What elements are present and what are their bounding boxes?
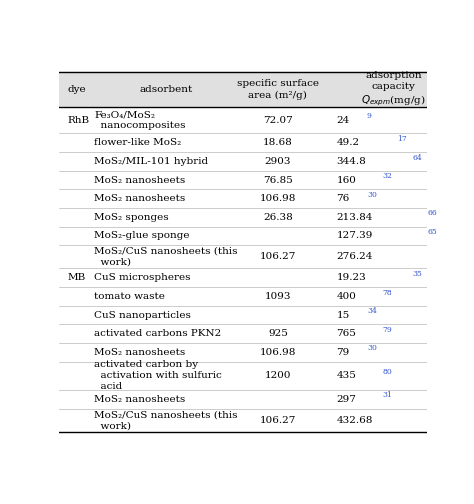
Text: dye: dye xyxy=(67,85,86,94)
Text: 432.68: 432.68 xyxy=(337,416,373,425)
Text: tomato waste: tomato waste xyxy=(94,292,165,301)
Text: MoS₂/CuS nanosheets (this
  work): MoS₂/CuS nanosheets (this work) xyxy=(94,410,237,430)
Text: 276.24: 276.24 xyxy=(337,253,373,262)
Bar xyxy=(59,269,427,287)
Text: RhB: RhB xyxy=(67,116,90,125)
Text: 72.07: 72.07 xyxy=(263,116,293,125)
Text: MoS₂ sponges: MoS₂ sponges xyxy=(94,213,169,222)
Bar xyxy=(59,325,427,343)
Text: 30: 30 xyxy=(367,344,377,352)
Bar xyxy=(59,306,427,325)
Bar xyxy=(59,208,427,227)
Bar xyxy=(59,152,427,171)
Bar xyxy=(59,107,427,134)
Text: 18.68: 18.68 xyxy=(263,138,293,147)
Text: 19.23: 19.23 xyxy=(337,273,366,282)
Text: 78: 78 xyxy=(382,289,392,296)
Text: 106.98: 106.98 xyxy=(260,194,296,203)
Text: MoS₂/CuS nanosheets (this
  work): MoS₂/CuS nanosheets (this work) xyxy=(94,247,237,267)
Bar xyxy=(59,72,427,107)
Text: 79: 79 xyxy=(337,348,350,357)
Text: adsorbent: adsorbent xyxy=(139,85,192,94)
Text: 1093: 1093 xyxy=(264,292,291,301)
Text: CuS nanoparticles: CuS nanoparticles xyxy=(94,310,191,320)
Text: activated carbons PKN2: activated carbons PKN2 xyxy=(94,329,221,338)
Text: 344.8: 344.8 xyxy=(337,157,366,166)
Text: Fe₃O₄/MoS₂
  nanocomposites: Fe₃O₄/MoS₂ nanocomposites xyxy=(94,110,186,131)
Bar xyxy=(59,171,427,190)
Text: 76: 76 xyxy=(337,194,350,203)
Bar xyxy=(59,134,427,152)
Text: CuS microspheres: CuS microspheres xyxy=(94,273,191,282)
Text: 49.2: 49.2 xyxy=(337,138,360,147)
Text: 106.27: 106.27 xyxy=(260,253,296,262)
Bar xyxy=(59,245,427,269)
Text: 26.38: 26.38 xyxy=(263,213,293,222)
Text: 76.85: 76.85 xyxy=(263,175,293,184)
Text: 35: 35 xyxy=(412,270,422,278)
Text: 297: 297 xyxy=(337,395,356,404)
Text: 79: 79 xyxy=(382,326,392,334)
Text: 64: 64 xyxy=(412,154,422,161)
Text: 80: 80 xyxy=(382,368,392,376)
Text: adsorption
capacity
$Q_{expm}$(mg/g): adsorption capacity $Q_{expm}$(mg/g) xyxy=(361,71,426,108)
Text: 400: 400 xyxy=(337,292,356,301)
Text: 127.39: 127.39 xyxy=(337,231,373,240)
Text: 15: 15 xyxy=(337,310,350,320)
Text: 66: 66 xyxy=(428,209,438,217)
Text: 106.98: 106.98 xyxy=(260,348,296,357)
Bar xyxy=(59,409,427,432)
Text: 160: 160 xyxy=(337,175,356,184)
Bar xyxy=(59,227,427,245)
Text: 435: 435 xyxy=(337,371,356,381)
Text: 2903: 2903 xyxy=(264,157,291,166)
Text: 925: 925 xyxy=(268,329,288,338)
Text: MoS₂ nanosheets: MoS₂ nanosheets xyxy=(94,175,185,184)
Text: MoS₂ nanosheets: MoS₂ nanosheets xyxy=(94,395,185,404)
Bar xyxy=(59,362,427,390)
Bar xyxy=(59,190,427,208)
Text: 30: 30 xyxy=(367,191,377,199)
Text: 31: 31 xyxy=(382,392,392,399)
Text: 65: 65 xyxy=(428,228,438,236)
Text: 9: 9 xyxy=(367,112,372,120)
Text: 106.27: 106.27 xyxy=(260,416,296,425)
Text: 24: 24 xyxy=(337,116,350,125)
Text: 765: 765 xyxy=(337,329,356,338)
Text: MB: MB xyxy=(67,273,86,282)
Text: flower-like MoS₂: flower-like MoS₂ xyxy=(94,138,182,147)
Text: MoS₂/MIL-101 hybrid: MoS₂/MIL-101 hybrid xyxy=(94,157,208,166)
Text: specific surface
area (m²/g): specific surface area (m²/g) xyxy=(237,80,319,100)
Text: 17: 17 xyxy=(397,135,407,143)
Text: 34: 34 xyxy=(367,307,377,315)
Text: MoS₂-glue sponge: MoS₂-glue sponge xyxy=(94,231,190,240)
Text: 32: 32 xyxy=(382,172,392,180)
Text: MoS₂ nanosheets: MoS₂ nanosheets xyxy=(94,194,185,203)
Bar xyxy=(59,287,427,306)
Text: MoS₂ nanosheets: MoS₂ nanosheets xyxy=(94,348,185,357)
Text: 213.84: 213.84 xyxy=(337,213,373,222)
Text: activated carbon by
  activation with sulfuric
  acid: activated carbon by activation with sulf… xyxy=(94,360,222,392)
Text: 1200: 1200 xyxy=(264,371,291,381)
Bar xyxy=(59,343,427,362)
Bar xyxy=(59,390,427,409)
